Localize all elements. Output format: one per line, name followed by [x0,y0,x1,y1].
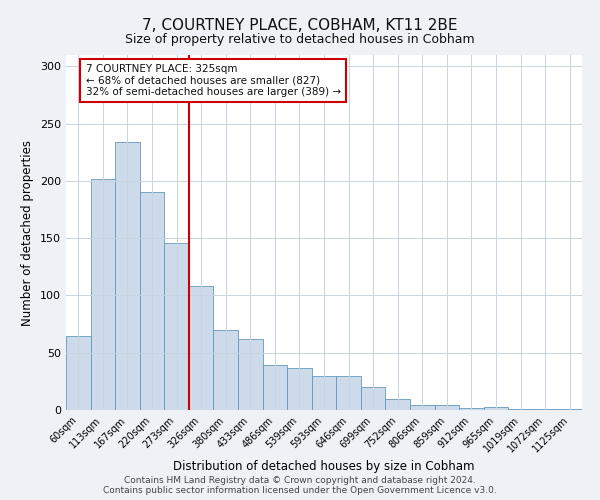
Y-axis label: Number of detached properties: Number of detached properties [22,140,34,326]
Text: 7, COURTNEY PLACE, COBHAM, KT11 2BE: 7, COURTNEY PLACE, COBHAM, KT11 2BE [142,18,458,32]
Bar [164,243,189,410]
Bar [115,142,140,410]
Bar [140,192,164,410]
Bar [336,376,361,410]
Bar [263,366,287,410]
Text: Contains HM Land Registry data © Crown copyright and database right 2024.
Contai: Contains HM Land Registry data © Crown c… [103,476,497,495]
X-axis label: Distribution of detached houses by size in Cobham: Distribution of detached houses by size … [173,460,475,472]
Bar [484,406,508,410]
Bar [361,387,385,410]
Bar [434,406,459,410]
Bar [533,409,557,410]
Bar [66,336,91,410]
Bar [410,406,434,410]
Bar [238,339,263,410]
Bar [557,409,582,410]
Text: Size of property relative to detached houses in Cobham: Size of property relative to detached ho… [125,32,475,46]
Bar [459,408,484,410]
Bar [287,368,312,410]
Bar [214,330,238,410]
Bar [91,178,115,410]
Text: 7 COURTNEY PLACE: 325sqm
← 68% of detached houses are smaller (827)
32% of semi-: 7 COURTNEY PLACE: 325sqm ← 68% of detach… [86,64,341,97]
Bar [312,376,336,410]
Bar [189,286,214,410]
Bar [508,409,533,410]
Bar [385,398,410,410]
